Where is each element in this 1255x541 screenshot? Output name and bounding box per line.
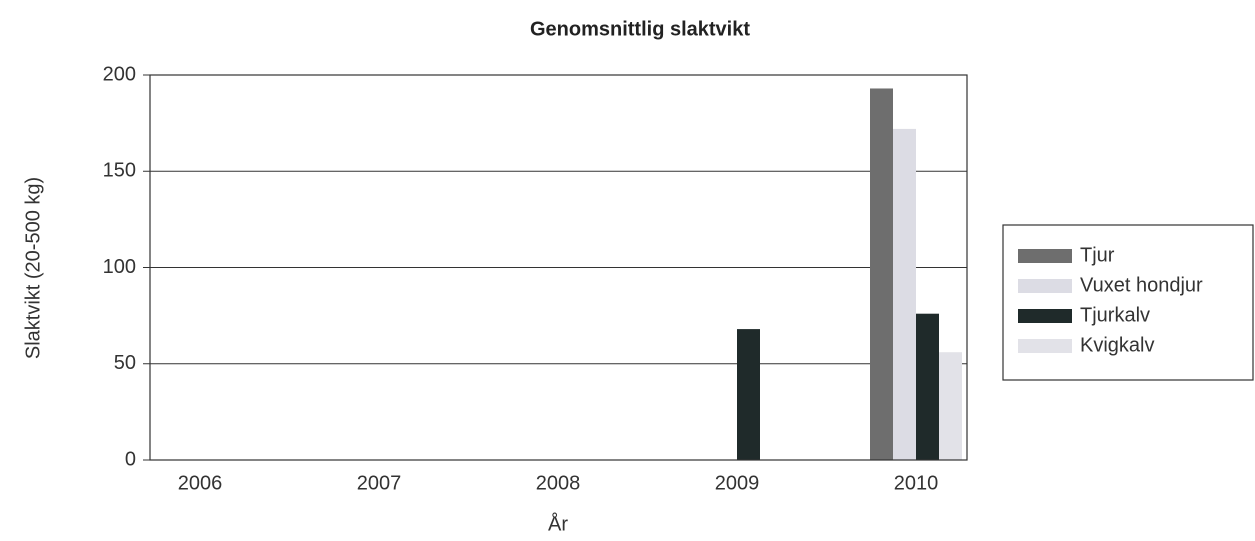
- legend-swatch: [1018, 339, 1072, 353]
- y-tick-label: 200: [103, 63, 136, 85]
- legend-swatch: [1018, 309, 1072, 323]
- x-tick-label: 2009: [715, 472, 760, 494]
- chart-title: Genomsnittlig slaktvikt: [530, 18, 750, 40]
- y-tick-label: 0: [125, 448, 136, 470]
- x-tick-label: 2010: [894, 472, 939, 494]
- x-tick-label: 2006: [178, 472, 223, 494]
- legend-swatch: [1018, 279, 1072, 293]
- bar: [939, 352, 962, 460]
- legend-label: Vuxet hondjur: [1080, 274, 1203, 296]
- bar: [916, 313, 939, 460]
- x-tick-label: 2007: [357, 472, 402, 494]
- legend-box: [1002, 224, 1254, 381]
- x-tick-label: 2008: [536, 472, 581, 494]
- bar: [893, 128, 916, 460]
- bar: [737, 329, 760, 460]
- y-tick-label: 50: [114, 352, 136, 374]
- y-tick-label: 100: [103, 256, 136, 278]
- legend-label: Tjur: [1080, 244, 1115, 266]
- y-tick-label: 150: [103, 160, 136, 182]
- x-axis-label: År: [548, 512, 568, 535]
- y-axis-label: Slaktvikt (20-500 kg): [22, 177, 44, 359]
- plot-frame: [149, 74, 968, 461]
- bar: [870, 88, 893, 460]
- legend-label: Tjurkalv: [1080, 304, 1150, 326]
- legend-label: Kvigkalv: [1080, 334, 1154, 356]
- legend-swatch: [1018, 249, 1072, 263]
